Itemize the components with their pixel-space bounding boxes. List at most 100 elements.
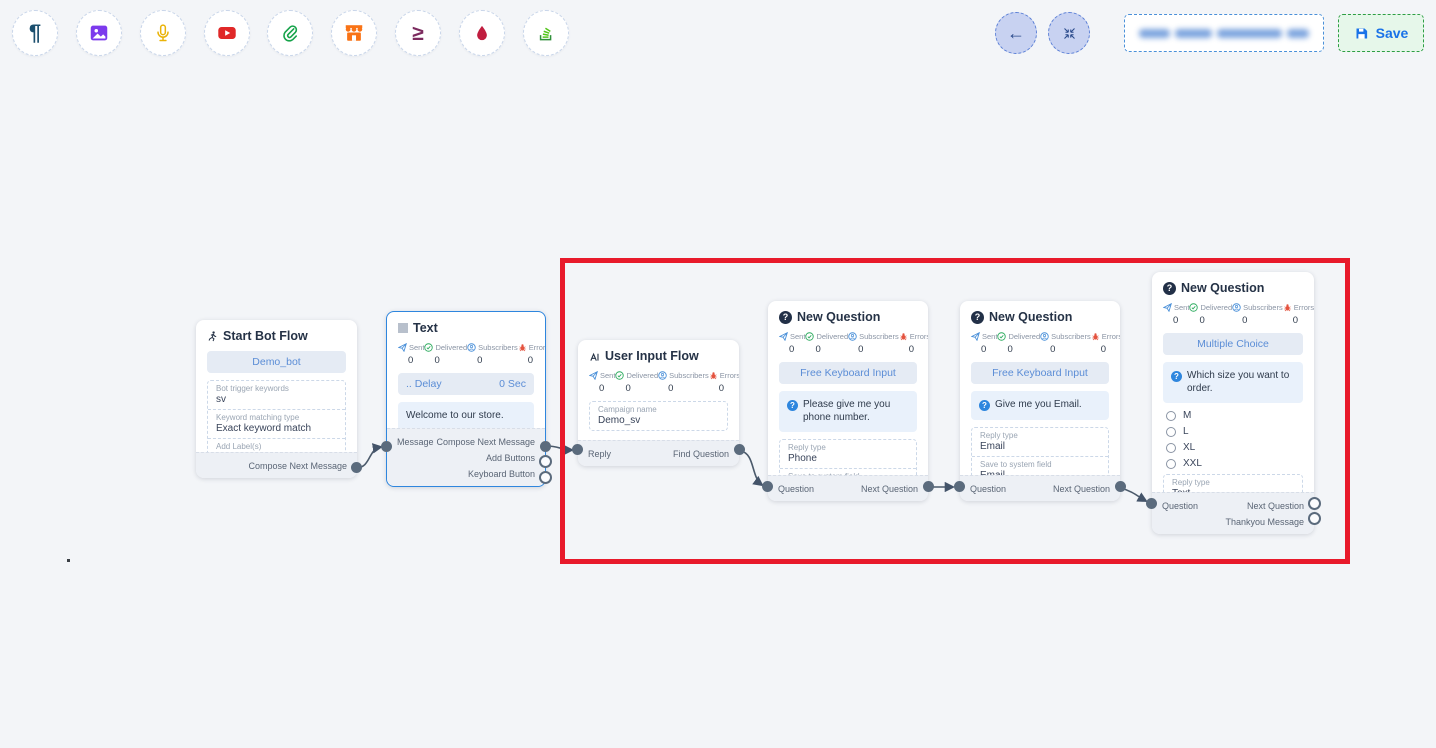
question-message-box[interactable]: ? Give me you Email. (971, 391, 1109, 420)
pilcrow-icon: ¶ (28, 20, 42, 45)
toolbar-stack-button[interactable] (523, 10, 569, 56)
toolbar-audio-button[interactable] (140, 10, 186, 56)
connector-compose-next-message[interactable] (351, 462, 362, 473)
question-port-label: Question (970, 483, 1007, 494)
compress-icon (1063, 27, 1075, 39)
toolbar-text-block-button[interactable]: ¶ (12, 10, 58, 56)
delivered-count: 0 (815, 344, 821, 355)
errors-count: 0 (908, 344, 915, 355)
option-m[interactable]: M (1166, 410, 1303, 421)
toolbar-attachment-button[interactable] (267, 10, 313, 56)
delivered-icon (997, 332, 1007, 341)
question-icon: ? (1163, 281, 1176, 295)
subscribers-count: 0 (1242, 315, 1248, 326)
drop-icon (477, 25, 487, 41)
connector-next-question[interactable] (923, 481, 934, 492)
toolbar-ecommerce-button[interactable] (331, 10, 377, 56)
node-new-question-2[interactable]: ? New Question Sent 0 Delivered 0 Subscribe… (954, 301, 1126, 501)
subscribers-count: 0 (668, 383, 674, 394)
connector-question-in[interactable] (762, 481, 773, 492)
delivered-icon (615, 371, 625, 380)
flow-title-input[interactable] (1124, 14, 1324, 52)
message-port-label: Message (397, 436, 434, 447)
question-mark-icon: ? (787, 400, 798, 411)
compose-next-message-label: Compose Next Message (248, 460, 347, 471)
microphone-icon (157, 24, 169, 42)
save-icon (1356, 28, 1367, 38)
node-user-input-flow[interactable]: User Input Flow Sent 0 Delivered 0 Subscri… (572, 340, 745, 466)
message-box[interactable]: Welcome to our store. (398, 402, 534, 428)
toolbar-video-button[interactable] (204, 10, 250, 56)
toolbar-sequence-button[interactable]: ≥ (395, 10, 441, 56)
delay-value: 0 Sec (499, 378, 526, 390)
fit-view-button[interactable] (1048, 12, 1090, 54)
connector-find-question[interactable] (734, 444, 745, 455)
field-keyword-matching-type[interactable]: Keyword matching type Exact keyword matc… (208, 410, 345, 439)
question-type-button[interactable]: Free Keyboard Input (779, 362, 917, 384)
redacted-text (1175, 28, 1213, 38)
sent-count: 0 (599, 383, 605, 394)
next-question-label: Next Question (1246, 500, 1304, 511)
question-message-box[interactable]: ? Which size you want to order. (1163, 362, 1303, 403)
subscribers-count: 0 (477, 355, 483, 366)
option-xl[interactable]: XL (1166, 442, 1303, 453)
radio-icon (1166, 426, 1176, 437)
redacted-text (1217, 28, 1282, 38)
back-button[interactable]: ← (995, 12, 1037, 54)
connector-message-in[interactable] (381, 441, 392, 452)
question-type-button[interactable]: Multiple Choice (1163, 333, 1303, 355)
connector-next-question[interactable] (1308, 497, 1321, 510)
connector-thankyou-message[interactable] (1308, 512, 1321, 525)
option-l[interactable]: L (1166, 426, 1303, 437)
delay-button[interactable]: .. Delay 0 Sec (398, 373, 534, 395)
node-new-question-3[interactable]: ? New Question Sent 0 Delivered 0 Subscribe… (1146, 272, 1321, 534)
field-save-to-system-field[interactable]: Save to system field Email (980, 459, 1052, 476)
runner-icon (208, 330, 217, 341)
field-reply-type[interactable]: Reply type Text (1164, 475, 1302, 492)
subscribers-icon (1232, 303, 1241, 312)
subscribers-icon (467, 343, 476, 352)
bot-name-button[interactable]: Demo_bot (207, 351, 346, 373)
greater-equal-icon: ≥ (412, 21, 424, 45)
subscribers-icon (1040, 332, 1049, 341)
connector-next-question[interactable] (1115, 481, 1126, 492)
add-buttons-label: Add Buttons (485, 452, 535, 463)
field-save-to-system-field[interactable]: Save to system field Phone (780, 469, 916, 475)
option-xxl[interactable]: XXL (1166, 458, 1303, 469)
node-new-question-1[interactable]: ? New Question Sent 0 Delivered 0 Subscribe… (762, 301, 934, 501)
field-reply-type[interactable]: Reply type Email (972, 428, 1108, 457)
question-port-label: Question (1162, 500, 1199, 511)
radio-icon (1166, 410, 1176, 421)
node-title: Text (413, 321, 438, 335)
field-campaign-name[interactable]: Campaign name Demo_sv (598, 405, 657, 426)
start-fields: Bot trigger keywords sv Keyword matching… (207, 380, 346, 452)
node-start-bot-flow[interactable]: Start Bot Flow Demo_bot Bot trigger keyw… (196, 320, 362, 478)
node-title: User Input Flow (605, 349, 699, 363)
node-text[interactable]: Text Sent 0 Delivered 0 Subscribers 0 Error… (381, 311, 552, 487)
field-reply-type[interactable]: Reply type Phone (780, 440, 916, 469)
next-question-label: Next Question (1052, 483, 1110, 494)
delivered-count: 0 (625, 383, 631, 394)
image-icon (90, 25, 108, 41)
connector-question-in[interactable] (954, 481, 965, 492)
connector-add-buttons[interactable] (539, 455, 552, 468)
delivered-icon (805, 332, 815, 341)
connector-reply-in[interactable] (572, 444, 583, 455)
question-message-box[interactable]: ? Please give me you phone number. (779, 391, 917, 432)
save-button[interactable]: Save (1338, 14, 1424, 52)
toolbar-image-button[interactable] (76, 10, 122, 56)
delivered-count: 0 (1199, 315, 1205, 326)
connector-keyboard-button[interactable] (539, 471, 552, 484)
delivered-count: 0 (1007, 344, 1013, 355)
stack-icon (539, 27, 552, 41)
connector-compose-next-message[interactable] (540, 441, 551, 452)
connector-question-in[interactable] (1146, 498, 1157, 509)
input-icon (590, 352, 599, 361)
question-type-button[interactable]: Free Keyboard Input (971, 362, 1109, 384)
field-bot-trigger-keywords[interactable]: Bot trigger keywords sv (208, 381, 345, 410)
field-add-labels[interactable]: Add Label(s) demo (216, 442, 262, 451)
toolbar-drip-button[interactable] (459, 10, 505, 56)
